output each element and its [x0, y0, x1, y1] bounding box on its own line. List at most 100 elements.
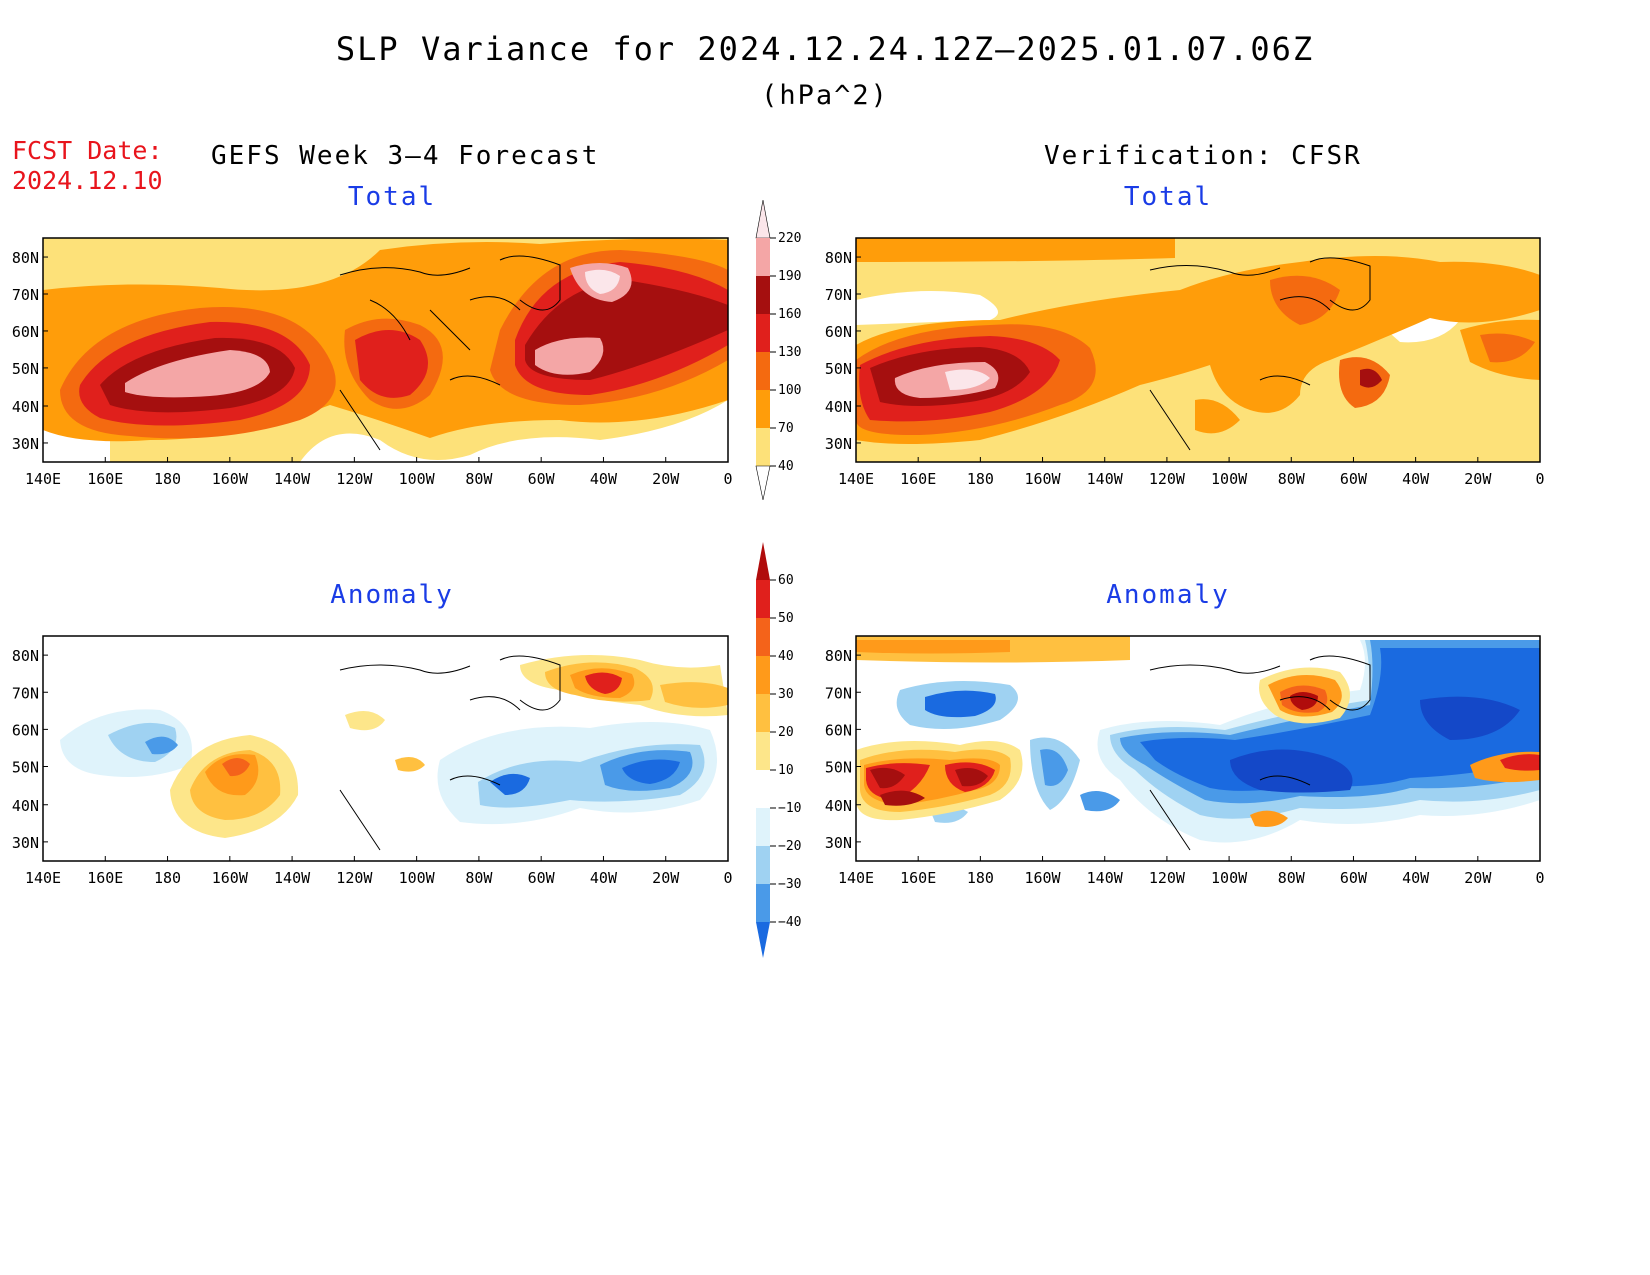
lon-tick-label: 60W: [528, 470, 556, 488]
panel-title-forecast-total: Total: [347, 182, 437, 212]
total-colorbar-label: 40: [778, 459, 794, 474]
total-colorbar-box: [756, 276, 770, 314]
lon-tick-label: 160E: [87, 869, 123, 887]
lon-tick-label: 180: [967, 869, 994, 887]
anomaly-colorbar-label: 40: [778, 649, 794, 664]
lon-tick-label: 80W: [1278, 470, 1306, 488]
anomaly-colorbar-label: −30: [778, 877, 801, 892]
lat-tick-label: 50N: [12, 360, 39, 378]
lat-tick-label: 30N: [825, 834, 852, 852]
forecast-date-block: FCST Date: 2024.12.10: [12, 136, 163, 196]
panel-title-verification-total: Total: [1123, 182, 1213, 212]
lon-tick-label: 160E: [900, 470, 936, 488]
total-colorbar-box: [756, 352, 770, 390]
lon-tick-label: 160W: [1024, 470, 1061, 488]
anomaly-colorbar-box: [756, 580, 770, 618]
lat-tick-label: 80N: [12, 647, 39, 665]
lon-tick-label: 20W: [1464, 470, 1492, 488]
lon-tick-label: 80W: [465, 470, 493, 488]
anomaly-colorbar-label: 20: [778, 725, 794, 740]
lon-tick-label: 100W: [399, 869, 436, 887]
lon-tick-label: 100W: [1211, 869, 1248, 887]
lat-tick-label: 50N: [825, 759, 852, 777]
lat-tick-label: 30N: [12, 834, 39, 852]
lon-tick-label: 100W: [1211, 470, 1248, 488]
anomaly-colorbar-box: [756, 694, 770, 732]
lon-tick-label: 40W: [1402, 470, 1430, 488]
lon-tick-label: 0: [1535, 470, 1544, 488]
lon-tick-label: 160W: [212, 869, 249, 887]
forecast-total-map: [43, 238, 728, 462]
total-colorbar-box: [756, 428, 770, 466]
forecast-anomaly-frame: [42, 635, 729, 862]
lon-tick-label: 140E: [25, 869, 61, 887]
lon-tick-label: 140W: [1087, 470, 1124, 488]
lon-tick-label: 20W: [1464, 869, 1492, 887]
total-colorbar-box: [756, 314, 770, 352]
anomaly-colorbar-box: [756, 618, 770, 656]
lat-tick-label: 80N: [12, 249, 39, 267]
lon-tick-label: 0: [1535, 869, 1544, 887]
anomaly-colorbar-label: −40: [778, 915, 801, 930]
lat-tick-label: 50N: [12, 759, 39, 777]
lon-tick-label: 140W: [274, 869, 311, 887]
lon-tick-label: 0: [723, 470, 732, 488]
verification-anomaly-map: [856, 636, 1540, 861]
lat-tick-label: 40N: [12, 797, 39, 815]
lon-tick-label: 80W: [1278, 869, 1306, 887]
lat-tick-label: 40N: [12, 398, 39, 416]
lon-tick-label: 20W: [652, 869, 680, 887]
lon-tick-label: 120W: [1149, 869, 1186, 887]
lat-tick-label: 40N: [825, 797, 852, 815]
lon-tick-label: 120W: [336, 869, 373, 887]
verification-anomaly-frame: [855, 635, 1541, 862]
forecast-column-heading: GEFS Week 3–4 Forecast: [211, 141, 600, 171]
lon-tick-label: 140E: [838, 470, 874, 488]
fcst-date-value: 2024.12.10: [12, 166, 163, 195]
lon-tick-label: 180: [967, 470, 994, 488]
anomaly-colorbar-label: 30: [778, 687, 794, 702]
lon-tick-label: 80W: [465, 869, 493, 887]
verification-total-frame: [855, 237, 1541, 463]
panel-title-forecast-anomaly: Anomaly: [330, 580, 454, 610]
lon-tick-label: 140W: [274, 470, 311, 488]
lon-tick-label: 180: [154, 470, 181, 488]
lat-tick-label: 70N: [825, 684, 852, 702]
anomaly-colorbar-bottom-arrow: [756, 922, 770, 958]
lat-tick-label: 60N: [825, 323, 852, 341]
anomaly-colorbar-top-arrow: [756, 542, 770, 580]
lon-tick-label: 60W: [1340, 869, 1368, 887]
total-colorbar-label: 220: [778, 231, 801, 246]
forecast-anomaly-map: [43, 636, 728, 861]
lon-tick-label: 180: [154, 869, 181, 887]
lat-tick-label: 80N: [825, 249, 852, 267]
anomaly-colorbar-label: −10: [778, 801, 801, 816]
lat-tick-label: 30N: [12, 435, 39, 453]
total-colorbar-label: 190: [778, 269, 801, 284]
anomaly-colorbar-box: [756, 656, 770, 694]
anomaly-colorbar-box: [756, 884, 770, 922]
lon-tick-label: 140W: [1087, 869, 1124, 887]
total-colorbar-bottom-arrow: [755, 465, 771, 501]
total-colorbar-label: 100: [778, 383, 801, 398]
forecast-total-frame: [42, 237, 729, 463]
lon-tick-label: 60W: [528, 869, 556, 887]
lon-tick-label: 20W: [652, 470, 680, 488]
lon-tick-label: 140E: [838, 869, 874, 887]
lon-tick-label: 40W: [590, 470, 618, 488]
anomaly-colorbar-box: [756, 846, 770, 884]
lat-tick-label: 50N: [825, 360, 852, 378]
anomaly-colorbar-box: [756, 732, 770, 770]
axis-labels: 80N 70N 60N 50N 40N 30N 140E 160E 180 160W 140W 120…: [12, 249, 1545, 887]
lat-tick-label: 70N: [12, 286, 39, 304]
anomaly-colorbar-label: −20: [778, 839, 801, 854]
lat-tick-label: 40N: [825, 398, 852, 416]
lat-tick-label: 30N: [825, 435, 852, 453]
lon-tick-label: 160W: [212, 470, 249, 488]
figure-title: SLP Variance for 2024.12.24.12Z–2025.01.…: [335, 30, 1315, 68]
lat-tick-label: 60N: [12, 323, 39, 341]
verification-total-map: [856, 238, 1540, 462]
lon-tick-label: 100W: [399, 470, 436, 488]
verification-column-heading: Verification: CFSR: [1044, 141, 1362, 171]
